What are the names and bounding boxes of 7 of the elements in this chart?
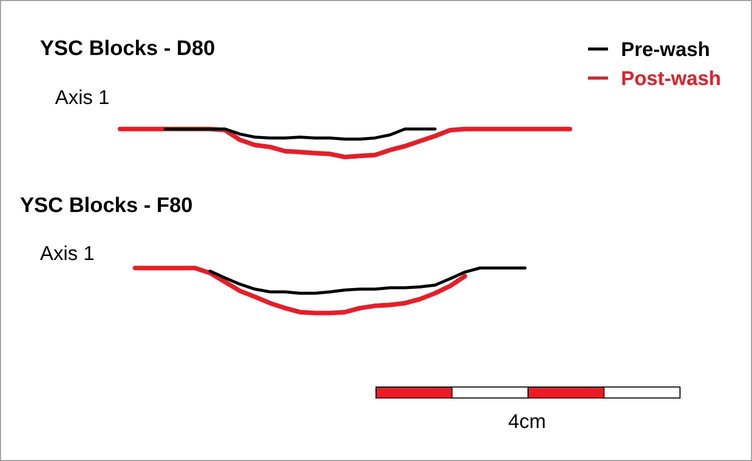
text: 4cm xyxy=(508,411,546,433)
chart-subtitle: Axis 1 xyxy=(55,87,110,109)
chart-title: YSC Blocks - F80 xyxy=(20,194,193,217)
chart-title: YSC Blocks - D80 xyxy=(40,37,216,60)
chart-subtitle: Axis 1 xyxy=(40,243,94,265)
legend-label: Pre-wash xyxy=(621,39,710,61)
legend-label: Post-wash xyxy=(621,68,722,90)
